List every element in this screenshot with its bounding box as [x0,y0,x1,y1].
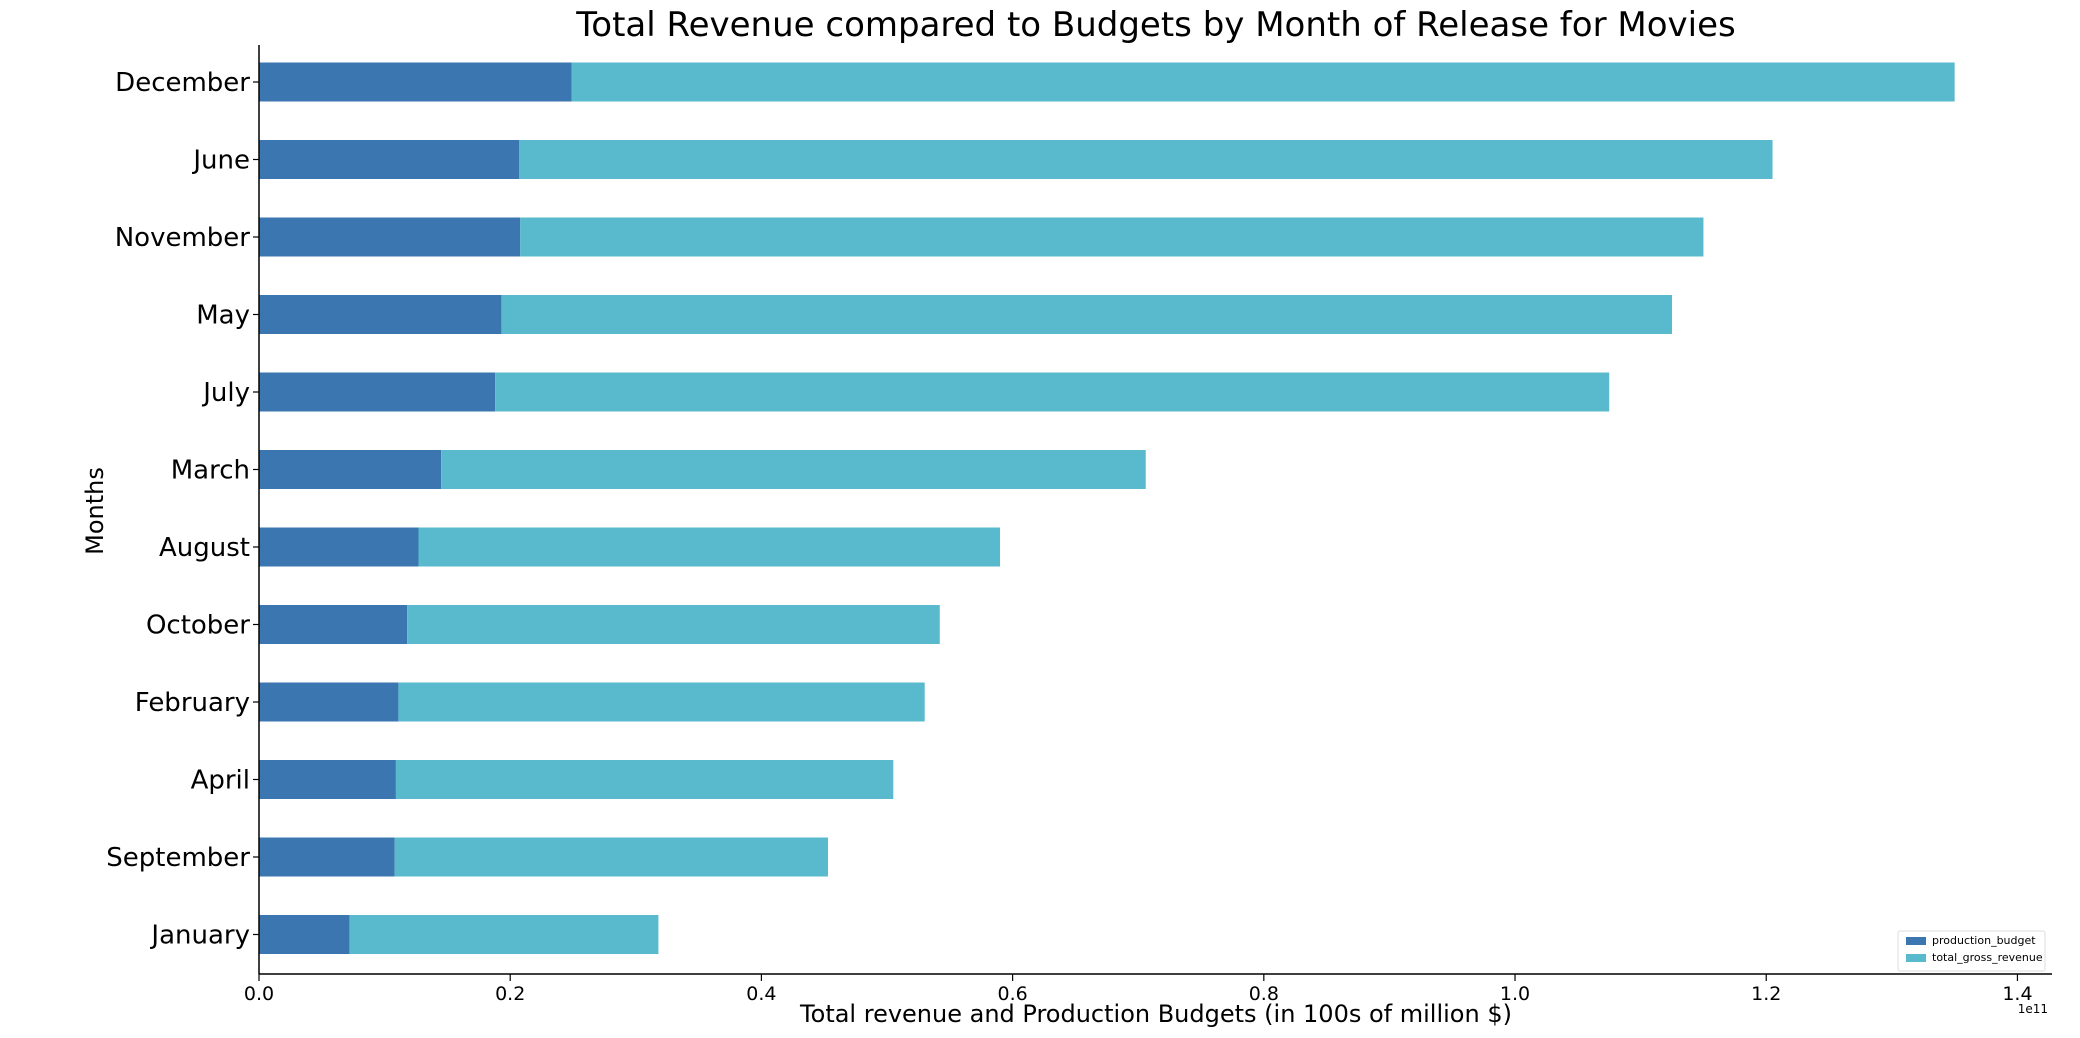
bar-may-production-budget [259,295,502,334]
bar-march-total-gross-revenue [441,450,1146,489]
category-label-october: October [146,611,250,641]
bar-april-total-gross-revenue [395,760,894,799]
bar-june-total-gross-revenue [519,140,1773,179]
x-tick-label: 0.6 [998,983,1028,1005]
legend-label-total-gross-revenue: total_gross_revenue [1932,951,2043,964]
legend-swatch-production-budget [1906,937,1926,945]
bar-february-total-gross-revenue [398,682,925,722]
category-label-april: April [191,766,250,796]
bar-october-production-budget [259,605,408,644]
bar-october-total-gross-revenue [407,605,940,644]
bar-january-production-budget [259,915,350,954]
bar-january-total-gross-revenue [349,915,659,954]
legend-swatch-total-gross-revenue [1906,954,1926,962]
x-tick-label: 0.0 [244,983,274,1005]
category-label-july: July [201,378,250,408]
legend: production_budget total_gross_revenue [1897,930,2046,972]
legend-label-production-budget: production_budget [1932,934,2036,947]
x-tick-label: 1.2 [1751,983,1781,1005]
x-tick-label: 1.0 [1500,983,1530,1005]
category-labels: December June November May July March August Oc… [106,68,259,951]
chart-title: Total Revenue compared to Budgets by Mon… [575,5,1735,45]
x-tick-label: 1.4 [2002,983,2032,1005]
bars-layer [259,62,1955,954]
bar-march-production-budget [259,450,442,489]
x-tick-label: 0.4 [746,983,776,1005]
category-label-november: November [115,223,251,253]
x-axis-offset-label: 1e11 [2018,1002,2048,1016]
bar-december-total-gross-revenue [571,62,1955,102]
bar-december-production-budget [259,62,572,102]
category-label-may: May [196,301,250,331]
x-tick-label: 0.8 [1249,983,1279,1005]
bar-august-total-gross-revenue [418,527,1001,567]
bar-april-production-budget [259,760,396,799]
bar-august-production-budget [259,527,419,567]
category-label-march: March [171,456,250,486]
category-label-january: January [149,921,250,951]
x-axis-ticks: 0.0 0.2 0.4 0.6 0.8 1.0 1.2 1.4 [244,974,2033,1005]
legend-box [1897,930,2046,972]
category-label-june: June [191,146,250,176]
bar-may-total-gross-revenue [501,295,1673,334]
y-axis-label: Months [81,467,109,555]
bar-november-total-gross-revenue [520,217,1704,257]
bar-february-production-budget [259,682,399,722]
category-label-september: September [106,843,250,873]
bar-november-production-budget [259,217,521,257]
bar-july-production-budget [259,372,496,412]
bar-september-total-gross-revenue [394,837,828,877]
category-label-december: December [115,68,250,98]
category-label-august: August [159,533,250,563]
bar-july-total-gross-revenue [495,372,1610,412]
bar-june-production-budget [259,140,519,179]
category-label-february: February [135,688,250,718]
x-tick-label: 0.2 [495,983,525,1005]
x-axis-label: Total revenue and Production Budgets (in… [799,1000,1512,1028]
bar-september-production-budget [259,837,395,877]
